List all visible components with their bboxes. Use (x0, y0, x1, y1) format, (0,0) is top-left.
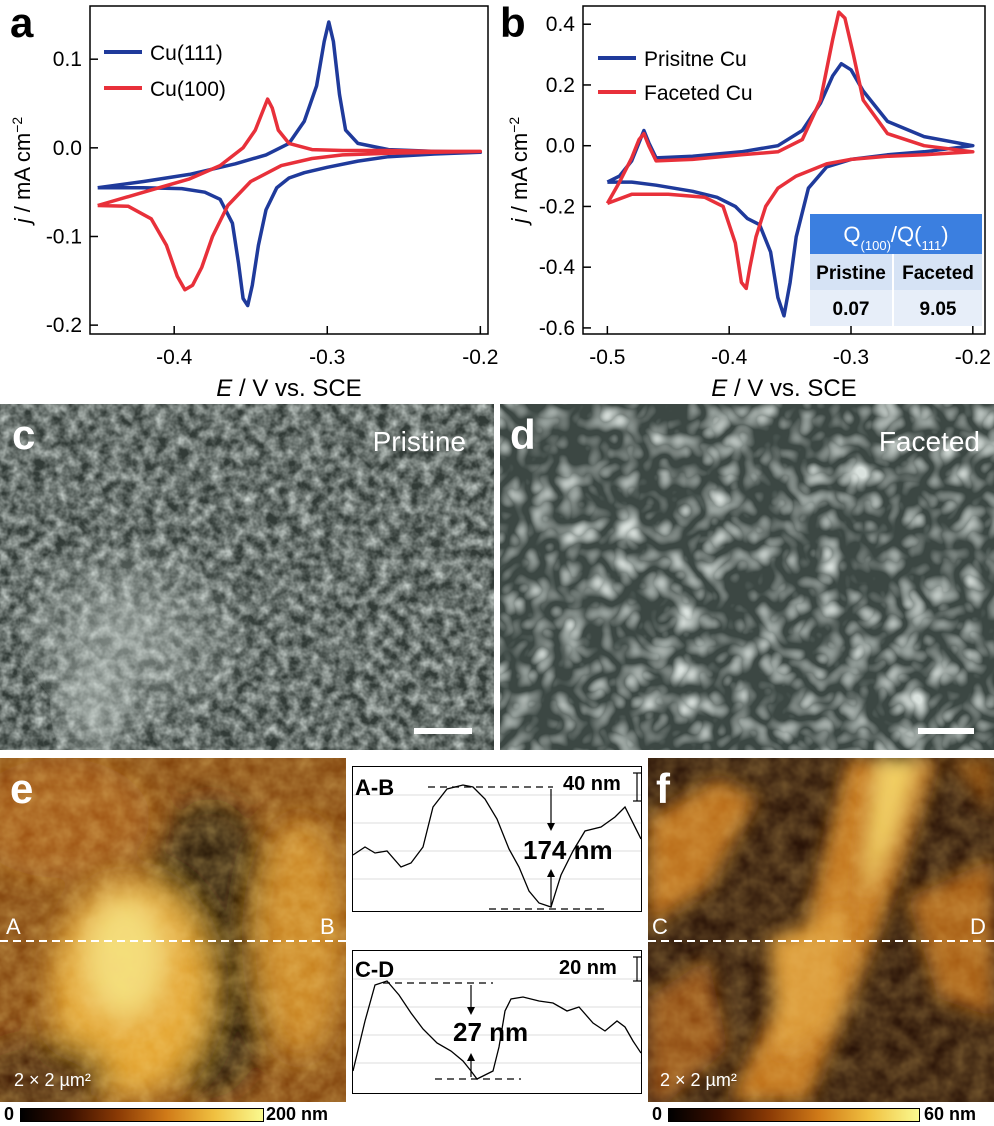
chart-a-xtick-label: -0.2 (462, 346, 498, 369)
legend-label-faceted: Faceted Cu (644, 82, 753, 105)
legend-label-cu111: Cu(111) (150, 42, 223, 65)
chart-b-axes: -0.5 -0.4 -0.3 -0.2 -0.6 -0.4 -0.2 0.0 0.2 0.4 (539, 13, 991, 369)
chart-b-ytick-label: 0.2 (546, 74, 575, 97)
inset-table-header-bg (810, 214, 982, 254)
sem-label-pristine: Pristine (372, 426, 466, 457)
chart-b-ytick-label: -0.6 (539, 317, 575, 340)
sem-image-faceted: d Faceted (500, 404, 994, 750)
chart-b-xtick-label: -0.3 (833, 346, 869, 369)
sem-texture-faceted (500, 404, 994, 750)
chart-b-ytick-label: -0.4 (539, 256, 576, 279)
chart-a-xtick-label: -0.4 (156, 346, 193, 369)
afm-cbar-f-min: 0 (652, 1104, 663, 1124)
profile-cd-height: 27 nm (453, 1017, 529, 1047)
chart-b-series-1 (605, 10, 975, 291)
chart-a-frame (89, 5, 489, 335)
chart-a-xlabel: E / V vs. SCE (216, 375, 361, 402)
afm-image-faceted: f C D 2 × 2 µm² (648, 758, 994, 1102)
afm-cbar-f-max: 60 nm (924, 1104, 977, 1124)
afm-point-c: C (652, 914, 668, 939)
inset-table-col-faceted: Faceted (902, 263, 974, 284)
chart-b-legend: Prisitne Cu Faceted Cu (598, 48, 753, 105)
afm-colorbar-e (20, 1108, 264, 1122)
chart-a-ytick-label: 0.0 (53, 137, 82, 160)
profile-ab-label: A-B (355, 775, 395, 800)
afm-colorbar-f (668, 1108, 920, 1122)
profile-cd-plot (353, 956, 641, 1080)
afm-point-a: A (6, 914, 21, 939)
profile-cd: C-D 20 nm 27 nm (352, 950, 642, 1094)
inset-table-header: Q(100)/Q(111) (843, 222, 948, 253)
panel-letter-a: a (10, 0, 34, 46)
inset-table-val-faceted: 9.05 (920, 299, 957, 320)
chart-a-axes: -0.4 -0.3 -0.2 -0.2 -0.1 0.0 0.1 (46, 48, 499, 369)
inset-table-col-pristine: Pristine (816, 263, 886, 284)
chart-a-legend: Cu(111) Cu(100) (104, 42, 226, 101)
profile-ab-plot (353, 772, 641, 910)
profile-ab-height: 174 nm (523, 835, 613, 865)
sem-texture-pristine (0, 404, 494, 750)
panel-letter-e: e (10, 765, 34, 812)
panel-letter-b: b (500, 0, 526, 46)
chart-b-frame (582, 5, 986, 335)
afm-point-b: B (320, 914, 335, 939)
inset-table-row2-bg (810, 290, 982, 326)
scale-bar-c (414, 728, 472, 734)
chart-b-xtick-label: -0.2 (955, 346, 991, 369)
legend-label-cu100: Cu(100) (150, 78, 226, 101)
panel-letter-c: c (12, 411, 36, 458)
chart-b-xtick-label: -0.4 (711, 346, 748, 369)
afm-point-d: D (970, 914, 986, 939)
afm-image-pristine: e A B 2 × 2 µm² (0, 758, 346, 1102)
afm-texture-pristine (0, 758, 346, 1102)
profile-ab-scale: 40 nm (563, 773, 621, 795)
chart-a-ylabel: j / mA cm−2 (9, 117, 35, 227)
cv-charts: -0.4 -0.3 -0.2-0.2-0.10.00.1 -0.5 -0.4 -0.3-… (9, 5, 991, 402)
inset-charge-ratio-table: Q(100)/Q(111) Pristine Faceted 0.07 9.05 (810, 214, 982, 326)
chart-a-series-1 (97, 97, 483, 292)
chart-b-xlabel: E / V vs. SCE (711, 375, 856, 402)
chart-b-ytick-label: 0.4 (546, 13, 576, 36)
chart-a-xtick-label: -0.3 (309, 346, 345, 369)
afm-cbar-e-max: 200 nm (266, 1104, 329, 1124)
chart-a-ytick-label: -0.2 (46, 314, 82, 337)
chart-b-ytick-label: 0.0 (546, 135, 575, 158)
profile-ab: A-B 40 nm 174 nm (352, 766, 642, 912)
afm-cbar-e-min: 0 (4, 1104, 15, 1124)
sem-label-faceted: Faceted (878, 426, 980, 457)
chart-a-ytick-label: 0.1 (53, 48, 82, 71)
panel-letter-d: d (510, 411, 536, 458)
chart-a-series (97, 20, 483, 308)
chart-b-xtick-label: -0.5 (589, 346, 625, 369)
afm-size-f: 2 × 2 µm² (660, 1070, 737, 1090)
chart-b-series (605, 10, 975, 318)
inset-table-row1-bg (810, 254, 982, 290)
panel-letter-f: f (656, 765, 670, 812)
scale-bar-d (918, 728, 974, 734)
profile-cd-label: C-D (355, 957, 395, 982)
chart-a-ytick-label: -0.1 (46, 225, 82, 248)
chart-b-ytick-label: -0.2 (539, 195, 575, 218)
legend-label-pristine: Prisitne Cu (644, 48, 747, 71)
sem-image-pristine: c Pristine (0, 404, 494, 750)
afm-size-e: 2 × 2 µm² (14, 1070, 91, 1090)
profile-cd-scale: 20 nm (559, 957, 617, 979)
chart-a-series-0 (97, 20, 483, 308)
afm-texture-faceted (648, 758, 994, 1102)
inset-table-val-pristine: 0.07 (833, 299, 870, 320)
chart-b-ylabel: j / mA cm−2 (506, 117, 532, 227)
